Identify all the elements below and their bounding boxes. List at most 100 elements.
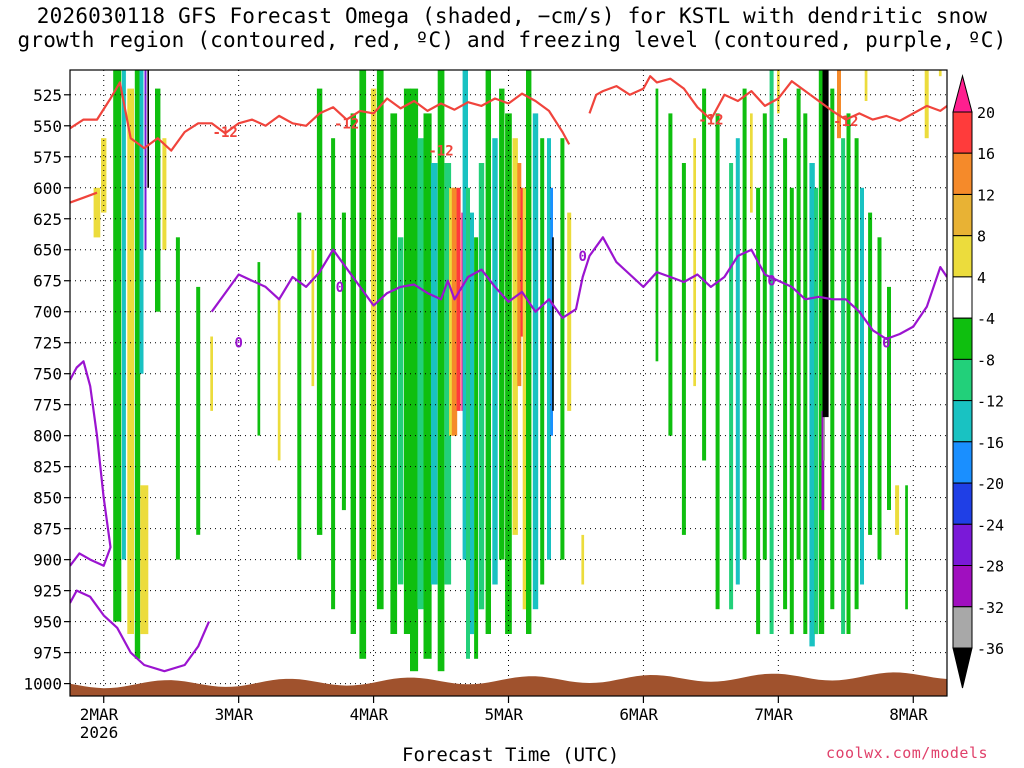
colorbar-box xyxy=(952,441,973,484)
omega-cell xyxy=(668,113,673,436)
colorbar-label: 12 xyxy=(977,187,995,205)
omega-cell xyxy=(499,88,505,560)
omega-cell xyxy=(376,70,384,610)
omega-cell xyxy=(729,163,734,610)
omega-cell xyxy=(456,187,461,411)
omega-cell xyxy=(162,138,167,250)
surface-terrain xyxy=(70,672,947,696)
colorbar-label: -20 xyxy=(977,475,1004,493)
omega-cell xyxy=(140,485,149,635)
omega-cell xyxy=(113,70,122,622)
freezing-level-line xyxy=(70,589,211,673)
y-tick-label: 950 xyxy=(33,613,62,632)
omega-cell xyxy=(938,70,942,77)
colorbar-box xyxy=(952,523,973,566)
omega-cell xyxy=(331,138,336,610)
y-tick-label: 925 xyxy=(33,582,62,601)
omega-cell xyxy=(552,237,554,411)
colorbar-box xyxy=(952,482,973,525)
omega-cell xyxy=(134,70,141,659)
omega-cell xyxy=(877,237,882,560)
y-tick-label: 775 xyxy=(33,396,62,415)
x-axis: 2MAR3MAR4MAR5MAR6MAR7MAR8MAR9MAR2026 xyxy=(80,696,928,742)
freezing-level-label: 0 xyxy=(336,280,344,296)
x-tick-label: 3MAR xyxy=(215,705,254,724)
omega-cell xyxy=(581,534,585,585)
colorbar-box xyxy=(952,194,973,237)
x-tick-label: 4MAR xyxy=(350,705,389,724)
omega-cell xyxy=(769,70,774,635)
omega-cell xyxy=(777,70,780,114)
omega-cell xyxy=(560,138,565,560)
colorbar-box xyxy=(952,317,973,360)
omega-cell xyxy=(860,187,864,585)
omega-cell xyxy=(681,163,686,535)
omega-cell xyxy=(756,187,761,635)
y-tick-label: 875 xyxy=(33,520,62,539)
colorbar-box xyxy=(952,152,973,195)
freezing-level-label: 0 xyxy=(234,336,242,352)
omega-cell xyxy=(526,70,532,635)
omega-cell xyxy=(540,138,545,585)
dgz-contour-label: -12 xyxy=(213,125,238,141)
x-tick-label: 8MAR xyxy=(889,705,928,724)
y-tick-label: 725 xyxy=(33,334,62,353)
omega-cell xyxy=(462,70,468,560)
y-tick-label: 625 xyxy=(33,210,62,229)
omega-cell xyxy=(451,187,458,436)
omega-cell xyxy=(144,70,147,250)
omega-cell xyxy=(147,70,149,188)
omega-cell xyxy=(505,113,512,634)
dgz-contour-label: -12 xyxy=(833,114,858,130)
omega-cell xyxy=(532,113,539,610)
dgz-contour-line xyxy=(70,191,98,204)
omega-cell xyxy=(485,70,491,635)
omega-cell xyxy=(93,187,101,238)
omega-cell xyxy=(809,163,815,647)
omega-cell xyxy=(196,286,201,535)
colorbar: 20 16 12 8 4 -4 -8 -12 -16 -20 -24 -28 -32 -36 xyxy=(952,74,1004,689)
omega-cell xyxy=(350,113,356,634)
omega-cell xyxy=(403,88,411,635)
omega-cell xyxy=(822,70,829,418)
omega-cell xyxy=(735,138,740,585)
chart-title: 2026030118 GFS Forecast Omega (shaded, −… xyxy=(0,4,1024,52)
chart-title-line-2: growth region (contoured, red, ºC) and f… xyxy=(17,28,1007,52)
omega-cell xyxy=(297,212,302,560)
omega-cell xyxy=(257,262,261,436)
x-tick-label: 5MAR xyxy=(485,705,524,724)
omega-cell xyxy=(437,70,445,672)
omega-cell xyxy=(975,64,978,89)
omega-cell xyxy=(905,485,908,610)
y-tick-label: 750 xyxy=(33,365,62,384)
y-tick-label: 900 xyxy=(33,551,62,570)
omega-cell xyxy=(311,249,315,387)
omega-cell xyxy=(397,237,404,585)
omega-cell xyxy=(121,70,126,560)
omega-cell xyxy=(972,237,976,510)
x-tick-label: 6MAR xyxy=(619,705,658,724)
omega-cell xyxy=(370,88,377,560)
colorbar-label: -16 xyxy=(977,434,1004,452)
y-tick-label: 1000 xyxy=(23,675,62,694)
colorbar-label: -12 xyxy=(977,393,1004,411)
colorbar-box xyxy=(952,400,973,443)
colorbar-label: 4 xyxy=(977,269,986,287)
colorbar-label: -8 xyxy=(977,351,995,369)
y-tick-label: 825 xyxy=(33,458,62,477)
y-tick-label: 575 xyxy=(33,148,62,167)
colorbar-label: -36 xyxy=(977,640,1004,658)
y-tick-label: 675 xyxy=(33,272,62,291)
y-axis: 525 550 575 600 625 650 675 700 725 750 775 800 825 8… xyxy=(23,86,70,694)
omega-cell xyxy=(924,70,929,139)
omega-cell xyxy=(341,212,346,511)
omega-cell xyxy=(478,163,485,610)
freezing-level-line xyxy=(70,360,112,567)
omega-cell xyxy=(702,88,707,461)
omega-cell xyxy=(841,138,846,634)
freezing-level-label: 0 xyxy=(578,249,586,265)
colorbar-label: -28 xyxy=(977,558,1004,576)
omega-cell xyxy=(830,88,835,610)
omega-cell xyxy=(127,88,134,635)
